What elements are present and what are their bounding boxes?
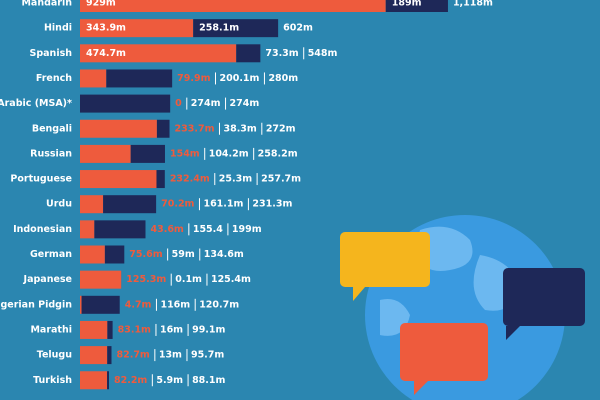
value-label: 38.3m — [223, 123, 256, 134]
value-label: 274m — [230, 98, 260, 109]
bar-segment — [104, 245, 125, 264]
bar-segment — [80, 119, 157, 138]
value-label: 233.7m — [175, 123, 215, 134]
value-label: 59m — [172, 249, 195, 260]
category-label: French — [36, 73, 72, 84]
plot: Mandarin 929m 189m 1,118m Hindi 343.9m 258.1m 6… — [0, 0, 493, 390]
bar-segment — [106, 69, 173, 88]
value-label: 0 — [175, 98, 182, 109]
category-label: German — [30, 249, 72, 260]
value-label: 232.4m — [170, 174, 210, 185]
category-label: Japanese — [23, 274, 72, 285]
value-label: 257.7m — [261, 174, 301, 185]
bar-segment — [81, 295, 120, 314]
bar-segment — [156, 119, 170, 138]
bar-segment — [80, 144, 131, 163]
bar-segment — [80, 170, 157, 189]
bar-segment — [107, 346, 112, 365]
bar-segment — [130, 144, 165, 163]
value-label: 1,118m — [453, 0, 493, 9]
bar-segment — [80, 270, 122, 289]
value-label: 189m — [392, 0, 422, 9]
value-label: 231.3m — [252, 199, 292, 210]
category-label: Urdu — [46, 199, 72, 210]
bar-segment — [80, 245, 105, 264]
value-label: 125.4m — [211, 274, 251, 285]
bar-segment — [80, 320, 108, 339]
value-label: 602m — [283, 23, 313, 34]
category-label: Portuguese — [10, 174, 72, 185]
bar-segment — [80, 69, 107, 88]
bar-segment — [193, 19, 279, 38]
value-label: 5.9m — [156, 375, 183, 386]
value-label: 83.1m — [118, 324, 151, 335]
category-label: Turkish — [33, 375, 72, 386]
bar-segment — [385, 0, 448, 12]
category-label: Spanish — [30, 48, 73, 59]
bar-segment — [80, 19, 194, 38]
value-label: 258.2m — [258, 148, 298, 159]
value-label: 82.2m — [114, 375, 147, 386]
value-label: 104.2m — [209, 148, 249, 159]
value-label: 99.1m — [192, 324, 225, 335]
bar-segment — [80, 295, 82, 314]
bar-segment — [80, 44, 237, 63]
category-label: Marathi — [30, 324, 72, 335]
value-label: 95.7m — [191, 350, 224, 361]
value-label: 548m — [308, 48, 338, 59]
category-label: Mandarin — [21, 0, 72, 9]
category-label: Bengali — [32, 123, 72, 134]
bar-segment — [103, 195, 157, 214]
value-label: 474.7m — [86, 48, 126, 59]
globe-illustration — [340, 215, 585, 400]
value-label: 75.6m — [129, 249, 162, 260]
value-label: 88.1m — [192, 375, 225, 386]
value-label: 155.4 — [193, 224, 223, 235]
value-label: 929m — [86, 0, 116, 9]
value-label: 154m — [170, 148, 200, 159]
value-label: 200.1m — [219, 73, 259, 84]
value-label: 116m — [160, 299, 190, 310]
value-label: 258.1m — [199, 23, 239, 34]
value-label: 70.2m — [161, 199, 194, 210]
category-label: Hindi — [44, 23, 72, 34]
value-label: 125.3m — [126, 274, 166, 285]
category-label: Indonesian — [13, 224, 72, 235]
category-label: Nigerian Pidgin — [0, 299, 72, 310]
value-label: 43.6m — [150, 224, 183, 235]
value-label: 280m — [268, 73, 298, 84]
value-label: 343.9m — [86, 23, 126, 34]
value-label: 16m — [160, 324, 183, 335]
category-label: Russian — [30, 148, 72, 159]
bar-segment — [80, 195, 104, 214]
value-label: 120.7m — [199, 299, 239, 310]
value-label: 25.3m — [219, 174, 252, 185]
value-label: 79.9m — [177, 73, 210, 84]
bar-segment — [94, 220, 146, 239]
value-label: 199m — [232, 224, 262, 235]
value-label: 4.7m — [125, 299, 152, 310]
value-label: 82.7m — [116, 350, 149, 361]
value-label: 274m — [191, 98, 221, 109]
bar-segment — [80, 0, 386, 12]
value-label: 0.1m — [175, 274, 202, 285]
bar-segment — [107, 371, 109, 390]
value-label: 272m — [266, 123, 296, 134]
bar-segment — [107, 320, 113, 339]
bar-segment — [80, 371, 108, 390]
bar-segment — [80, 346, 108, 365]
bar-segment — [80, 220, 95, 239]
value-label: 161.1m — [203, 199, 243, 210]
category-label: Telugu — [37, 350, 72, 361]
value-label: 13m — [159, 350, 182, 361]
value-label: 73.3m — [265, 48, 298, 59]
bar-segment — [80, 94, 171, 113]
value-label: 134.6m — [204, 249, 244, 260]
category-label: Arabic (MSA)* — [0, 98, 72, 109]
bar-segment — [156, 170, 165, 189]
bar-segment — [236, 44, 261, 63]
